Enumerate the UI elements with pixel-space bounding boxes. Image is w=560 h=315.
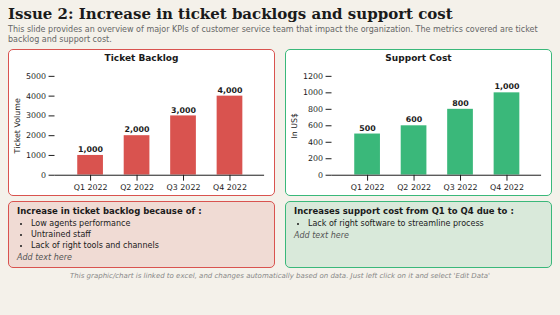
svg-text:Q1 2022: Q1 2022 (351, 183, 385, 192)
html-text:This slide provides an overvie: This slide provides an overview of major… (8, 25, 538, 44)
svg-text:600: 600 (308, 121, 323, 130)
svg-text:1200: 1200 (303, 72, 323, 81)
html-text:This graphic/chart is linked t: This graphic/chart is linked to excel, a… (70, 271, 490, 280)
html-text:Support Cost: Support Cost (385, 53, 452, 63)
svg-text:2,000: 2,000 (125, 125, 150, 134)
svg-text:2000: 2000 (26, 131, 46, 140)
svg-text:Q1 2022: Q1 2022 (74, 183, 108, 192)
svg-text:500: 500 (359, 124, 376, 133)
svg-text:Q2 2022: Q2 2022 (120, 183, 154, 192)
svg-text:1000: 1000 (26, 151, 46, 160)
html-text:Issue 2: Increase in ticket ba: Issue 2: Increase in ticket backlogs and… (8, 5, 453, 23)
html-text:Lack of right software to stre: Lack of right software to streamline pro… (308, 218, 484, 228)
svg-text:0: 0 (318, 171, 323, 180)
svg-text:4,000: 4,000 (217, 86, 242, 95)
svg-text:400: 400 (308, 138, 323, 147)
html-text:Low agents performance: Low agents performance (31, 218, 131, 228)
svg-text:Q3 2022: Q3 2022 (167, 183, 201, 192)
svg-text:3,000: 3,000 (171, 106, 196, 115)
svg-text:800: 800 (308, 105, 323, 114)
svg-text:200: 200 (308, 154, 323, 163)
svg-text:0: 0 (41, 171, 46, 180)
html-text:Add text here: Add text here (17, 252, 72, 262)
html-text:Add text here: Add text here (294, 230, 349, 240)
svg-text:600: 600 (406, 115, 423, 124)
svg-text:800: 800 (452, 99, 469, 108)
svg-text:Q2 2022: Q2 2022 (397, 183, 431, 192)
svg-text:Q3 2022: Q3 2022 (444, 183, 478, 192)
svg-text:In US$: In US$ (290, 113, 299, 139)
html-text:Ticket Backlog: Ticket Backlog (104, 53, 179, 63)
svg-text:1,000: 1,000 (78, 145, 103, 154)
svg-text:1000: 1000 (303, 88, 323, 97)
svg-text:Q4 2022: Q4 2022 (490, 183, 524, 192)
svg-text:5000: 5000 (26, 72, 46, 81)
svg-text:1,000: 1,000 (494, 82, 519, 91)
svg-text:3000: 3000 (26, 111, 46, 120)
svg-text:4000: 4000 (26, 92, 46, 101)
html-text:Increase in ticket backlog bec: Increase in ticket backlog because of : (17, 205, 202, 216)
html-text:Increases support cost from Q1: Increases support cost from Q1 to Q4 due… (294, 205, 514, 216)
html-text:Lack of right tools and channe: Lack of right tools and channels (31, 240, 159, 250)
html-text:Untrained staff: Untrained staff (31, 229, 91, 239)
svg-text:Ticket Volume: Ticket Volume (13, 98, 22, 154)
svg-text:Q4 2022: Q4 2022 (213, 183, 247, 192)
